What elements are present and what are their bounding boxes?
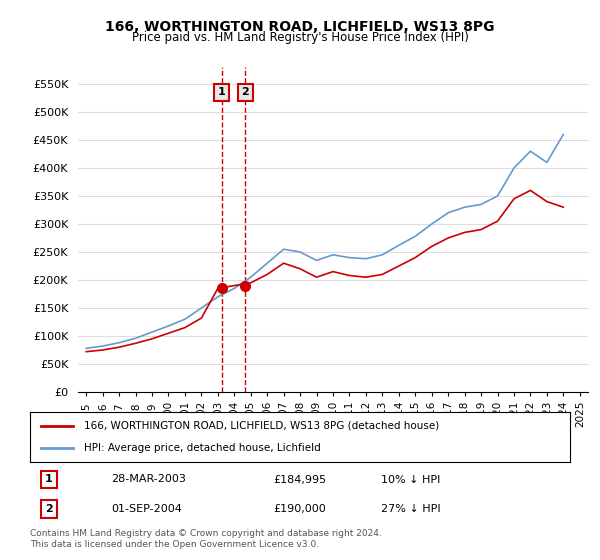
Text: Price paid vs. HM Land Registry's House Price Index (HPI): Price paid vs. HM Land Registry's House … [131,31,469,44]
Text: HPI: Average price, detached house, Lichfield: HPI: Average price, detached house, Lich… [84,443,321,453]
Text: 1: 1 [45,474,53,484]
Text: 1: 1 [218,87,226,97]
Text: 27% ↓ HPI: 27% ↓ HPI [381,504,440,514]
Text: 166, WORTHINGTON ROAD, LICHFIELD, WS13 8PG: 166, WORTHINGTON ROAD, LICHFIELD, WS13 8… [105,20,495,34]
Text: 01-SEP-2004: 01-SEP-2004 [111,504,182,514]
Text: £184,995: £184,995 [273,474,326,484]
Text: 166, WORTHINGTON ROAD, LICHFIELD, WS13 8PG (detached house): 166, WORTHINGTON ROAD, LICHFIELD, WS13 8… [84,421,439,431]
Text: 10% ↓ HPI: 10% ↓ HPI [381,474,440,484]
Text: £190,000: £190,000 [273,504,326,514]
Text: 28-MAR-2003: 28-MAR-2003 [111,474,186,484]
Text: Contains HM Land Registry data © Crown copyright and database right 2024.
This d: Contains HM Land Registry data © Crown c… [30,529,382,549]
Text: 2: 2 [241,87,249,97]
Text: 2: 2 [45,504,53,514]
